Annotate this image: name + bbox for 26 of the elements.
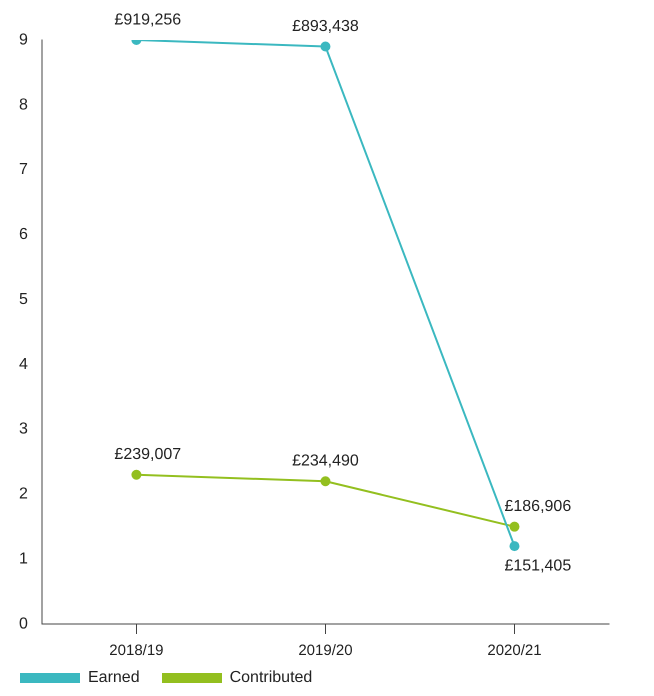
point bbox=[131, 470, 142, 480]
annotation: £234,490 bbox=[292, 452, 359, 470]
y-tick-label: 7 bbox=[18, 161, 28, 178]
point bbox=[509, 541, 520, 552]
y-tick-label: 3 bbox=[18, 420, 28, 438]
point bbox=[320, 41, 330, 52]
point bbox=[320, 476, 330, 486]
y-tick-label: 5 bbox=[18, 290, 28, 308]
x-tick-label: 2019/20 bbox=[298, 642, 353, 660]
annotation: £919,256 bbox=[114, 11, 182, 28]
y-tick-label: 2 bbox=[18, 486, 28, 503]
annotation: £151,405 bbox=[504, 558, 572, 575]
y-tick-label: 6 bbox=[18, 226, 28, 244]
y-tick-label: 4 bbox=[18, 356, 28, 373]
x-tick-label: 2018/19 bbox=[109, 642, 164, 660]
point bbox=[509, 522, 520, 532]
annotation: £186,906 bbox=[504, 498, 572, 516]
legend-label: Contributed bbox=[230, 668, 312, 688]
annotation: £239,007 bbox=[114, 446, 182, 464]
y-tick-label: 1 bbox=[18, 550, 28, 568]
y-tick-label: 9 bbox=[18, 31, 28, 48]
legend-label: Earned bbox=[88, 668, 140, 688]
y-tick-label: 0 bbox=[18, 615, 28, 632]
annotation: £893,438 bbox=[292, 18, 359, 35]
y-tick-label: 8 bbox=[18, 96, 28, 114]
x-tick-label: 2020/21 bbox=[487, 642, 542, 660]
